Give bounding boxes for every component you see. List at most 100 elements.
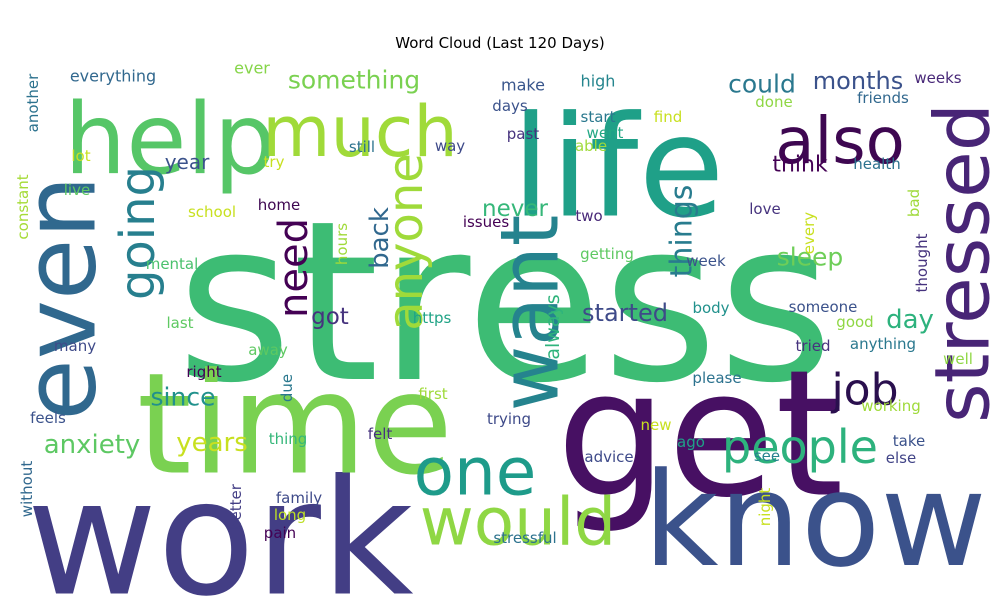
word-never: never — [482, 196, 548, 222]
word-someone: someone — [789, 298, 858, 316]
word-long: long — [274, 506, 306, 524]
word-friends: friends — [857, 89, 909, 107]
word-went: went — [587, 124, 624, 142]
word-something: something — [288, 66, 420, 95]
word-much: much — [262, 91, 457, 173]
word-everything: everything — [70, 67, 156, 86]
word-stressful: stressful — [493, 529, 556, 547]
word-past: past — [507, 125, 540, 143]
word-could: could — [728, 70, 796, 99]
word-new: new — [640, 416, 671, 434]
word-people: people — [722, 420, 878, 474]
word-work: work — [26, 445, 414, 600]
word-months: months — [813, 67, 903, 95]
word-since: since — [151, 383, 216, 412]
word-weeks: weeks — [914, 69, 961, 87]
word-love: love — [749, 200, 780, 218]
word-bad: bad — [905, 189, 923, 217]
word-else: else — [886, 449, 916, 467]
word-always: always — [542, 294, 564, 359]
word-job: job — [830, 365, 898, 416]
word-thought: thought — [913, 233, 931, 292]
word-day: day — [886, 305, 934, 335]
word-another: another — [24, 73, 42, 132]
word-better: better — [227, 483, 245, 530]
word-high: high — [581, 72, 616, 91]
chart-title: Word Cloud (Last 120 Days) — [395, 34, 605, 52]
word-working: working — [861, 397, 921, 415]
word-ever: ever — [234, 59, 270, 78]
word-health: health — [853, 155, 900, 173]
word-well: well — [943, 350, 973, 368]
word-help: help — [64, 83, 276, 197]
word-trying: trying — [487, 410, 531, 428]
word-good: good — [836, 313, 873, 331]
word-make: make — [501, 76, 545, 95]
word-two: two — [575, 207, 602, 225]
word-life: life — [511, 87, 724, 250]
word-stress: stress — [176, 174, 833, 432]
word-due: due — [278, 374, 296, 402]
word-ago: ago — [677, 433, 705, 451]
word-try: try — [264, 153, 285, 171]
word-still: still — [349, 138, 375, 156]
word-live: live — [64, 181, 90, 199]
word-days: days — [492, 97, 528, 115]
word-going: going — [110, 166, 166, 300]
word-things: things — [665, 185, 700, 278]
word-able: able — [575, 137, 607, 155]
word-anxiety: anxiety — [44, 430, 141, 460]
word-would: would — [420, 484, 616, 561]
word-hours: hours — [333, 223, 351, 265]
word-without: without — [18, 461, 36, 518]
word-school: school — [188, 203, 236, 221]
word-last: last — [166, 314, 193, 332]
word-feels: feels — [30, 409, 66, 427]
word-started: started — [582, 299, 668, 327]
word-away: away — [248, 341, 288, 359]
word-anything: anything — [850, 335, 916, 353]
word-advice: advice — [584, 448, 633, 466]
word-getting: getting — [580, 245, 634, 263]
word-week: week — [686, 252, 726, 270]
word-issues: issues — [463, 213, 510, 231]
word-take: take — [893, 432, 925, 450]
word-even: even — [2, 175, 119, 421]
word-got: got — [311, 304, 349, 330]
word-first: first — [418, 385, 447, 403]
word-https: https — [413, 309, 452, 327]
word-see: see — [754, 447, 780, 465]
word-sleep: sleep — [777, 243, 844, 272]
word-need: need — [271, 218, 317, 318]
word-tried: tried — [796, 337, 831, 355]
word-back: back — [365, 207, 395, 269]
word-right: right — [186, 363, 221, 381]
word-please: please — [692, 369, 741, 387]
word-time: time — [137, 344, 453, 507]
word-anyone: anyone — [378, 153, 434, 331]
word-lot: lot — [71, 147, 90, 165]
word-one: one — [414, 434, 537, 511]
word-find: find — [654, 108, 682, 126]
word-body: body — [692, 299, 729, 317]
word-start: start — [581, 108, 616, 126]
word-year: year — [165, 150, 210, 174]
word-home: home — [258, 196, 301, 214]
word-years: years — [176, 428, 248, 458]
word-stressed: stressed — [918, 103, 1000, 423]
word-know: know — [643, 444, 987, 596]
word-felt: felt — [368, 425, 393, 443]
word-also: also — [775, 105, 905, 179]
word-mental: mental — [146, 255, 199, 273]
word-want: want — [484, 215, 577, 412]
word-done: done — [755, 93, 792, 111]
word-thing: thing — [269, 430, 308, 448]
word-get: get — [556, 334, 843, 537]
word-way: way — [435, 137, 465, 155]
word-many: many — [54, 337, 96, 355]
word-every: every — [800, 212, 818, 255]
word-pain: pain — [264, 524, 296, 542]
word-night: night — [756, 488, 774, 527]
word-family: family — [276, 489, 322, 507]
